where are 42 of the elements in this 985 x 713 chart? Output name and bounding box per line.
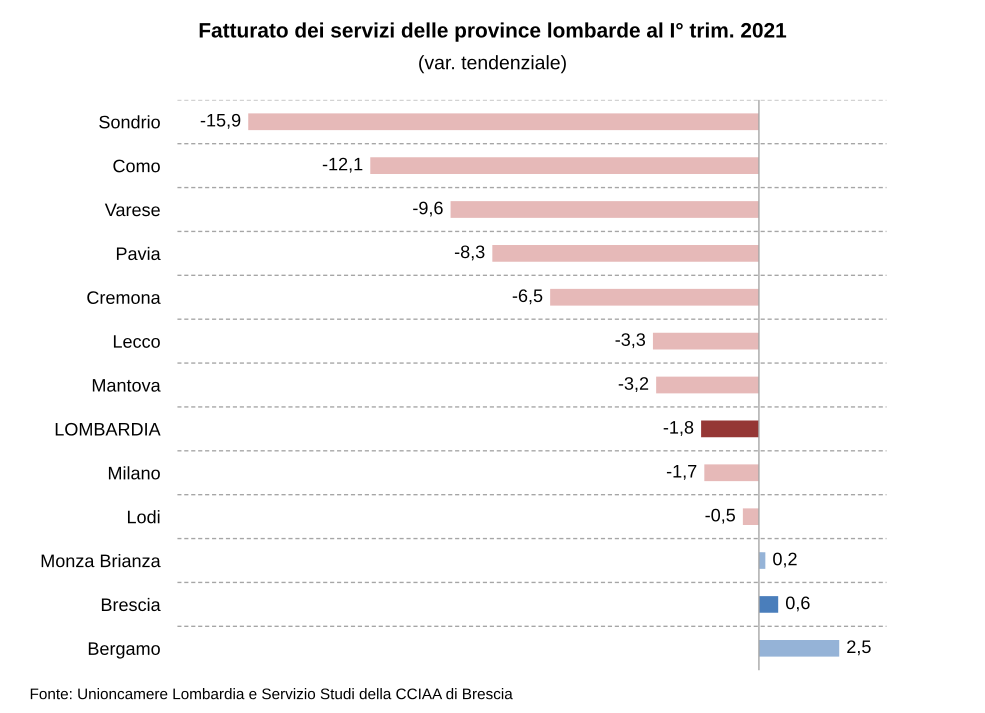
bar	[758, 596, 778, 613]
y-tick-label: LOMBARDIA	[56, 422, 161, 436]
data-label: -6,5	[512, 289, 542, 304]
bar	[656, 376, 759, 394]
y-tick-label: Cremona	[87, 291, 161, 304]
data-label: -3,3	[616, 333, 646, 348]
bar	[704, 464, 759, 482]
y-tick-label: Varese	[104, 204, 160, 216]
bar	[652, 332, 759, 350]
data-label: -0,5	[705, 508, 736, 524]
data-label: -15,9	[200, 114, 240, 129]
y-tick-label: Brescia	[102, 598, 161, 612]
y-tick-label: Como	[113, 160, 160, 172]
y-tick-label: Lecco	[114, 335, 160, 348]
chart-title: Fatturato dei servizi delle province lombarde al I° trim. 2021	[200, 22, 786, 42]
bar	[758, 552, 766, 569]
bar	[450, 201, 759, 218]
y-tick-label: Pavia	[116, 246, 161, 260]
data-label: 2,5	[847, 640, 871, 656]
bar	[492, 245, 759, 262]
chart-subtitle: (var. tendenziale)	[419, 55, 566, 74]
bar	[550, 288, 759, 306]
source-note: Fonte: Unioncamere Lombardia e Servizio Studi della CCIAA di Brescia	[30, 688, 513, 700]
bar	[758, 640, 840, 657]
y-tick-label: Bergamo	[88, 642, 160, 659]
y-tick-label: Lodi	[128, 510, 160, 524]
y-tick-label: Milano	[108, 466, 160, 480]
data-label: 0,2	[773, 552, 797, 568]
data-label: 0,6	[786, 596, 810, 612]
data-label: -8,3	[454, 245, 484, 260]
bar	[248, 113, 759, 130]
data-label: -1,8	[664, 420, 694, 436]
y-tick-label: Sondrio	[99, 115, 160, 128]
y-tick-label: Monza Brianza	[42, 554, 161, 568]
data-label: -12,1	[322, 158, 362, 173]
data-label: -1,7	[666, 465, 696, 480]
data-label: -9,6	[413, 202, 443, 216]
bar	[701, 420, 759, 438]
data-label: -3,2	[618, 377, 648, 392]
bar	[742, 508, 759, 525]
y-tick-label: Mantova	[92, 379, 161, 392]
bar	[370, 157, 759, 174]
